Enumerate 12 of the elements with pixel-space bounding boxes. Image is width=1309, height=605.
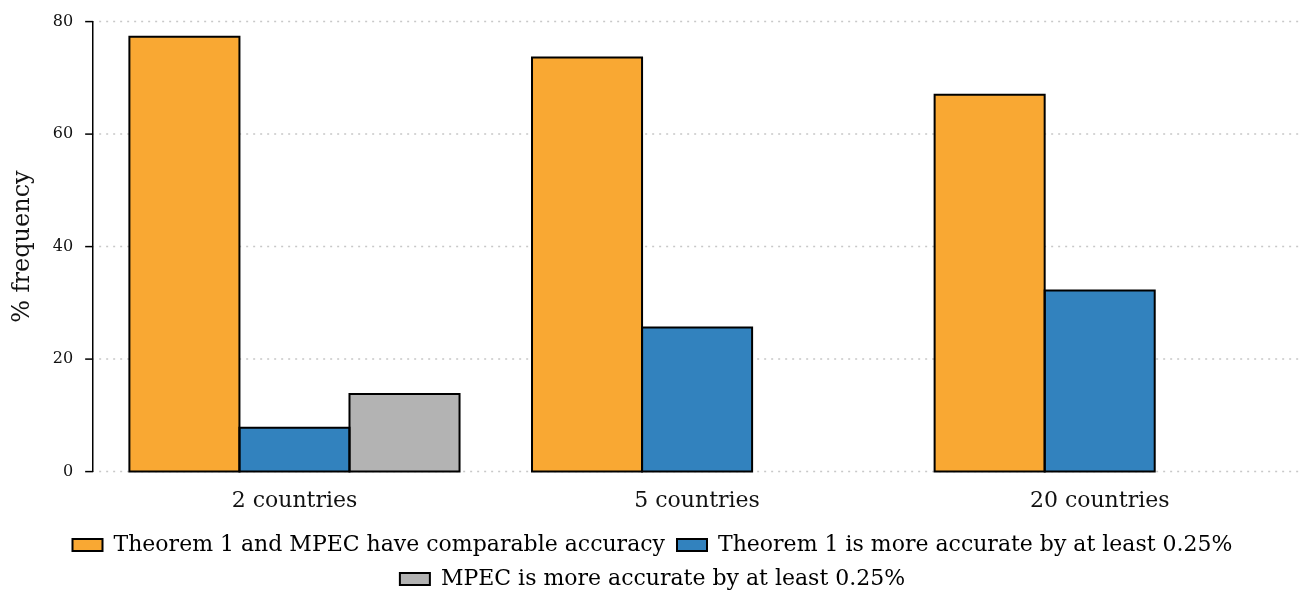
- x-tick-label: 20 countries: [1029, 486, 1170, 512]
- x-tick-label: 5 countries: [634, 486, 760, 512]
- legend-label: Theorem 1 is more accurate by at least 0.25%: [718, 530, 1233, 556]
- y-tick-label: 0: [62, 460, 74, 480]
- legend-label: MPEC is more accurate by at least 0.25%: [440, 564, 906, 590]
- y-tick-label: 80: [52, 10, 74, 30]
- y-axis-title: % frequency: [6, 169, 35, 323]
- legend-label: Theorem 1 and MPEC have comparable accuracy: [113, 530, 666, 556]
- y-tick-label: 20: [52, 348, 74, 368]
- y-tick-label: 60: [52, 123, 74, 143]
- x-tick-label: 2 countries: [231, 486, 358, 512]
- y-tick-label: 40: [52, 235, 74, 255]
